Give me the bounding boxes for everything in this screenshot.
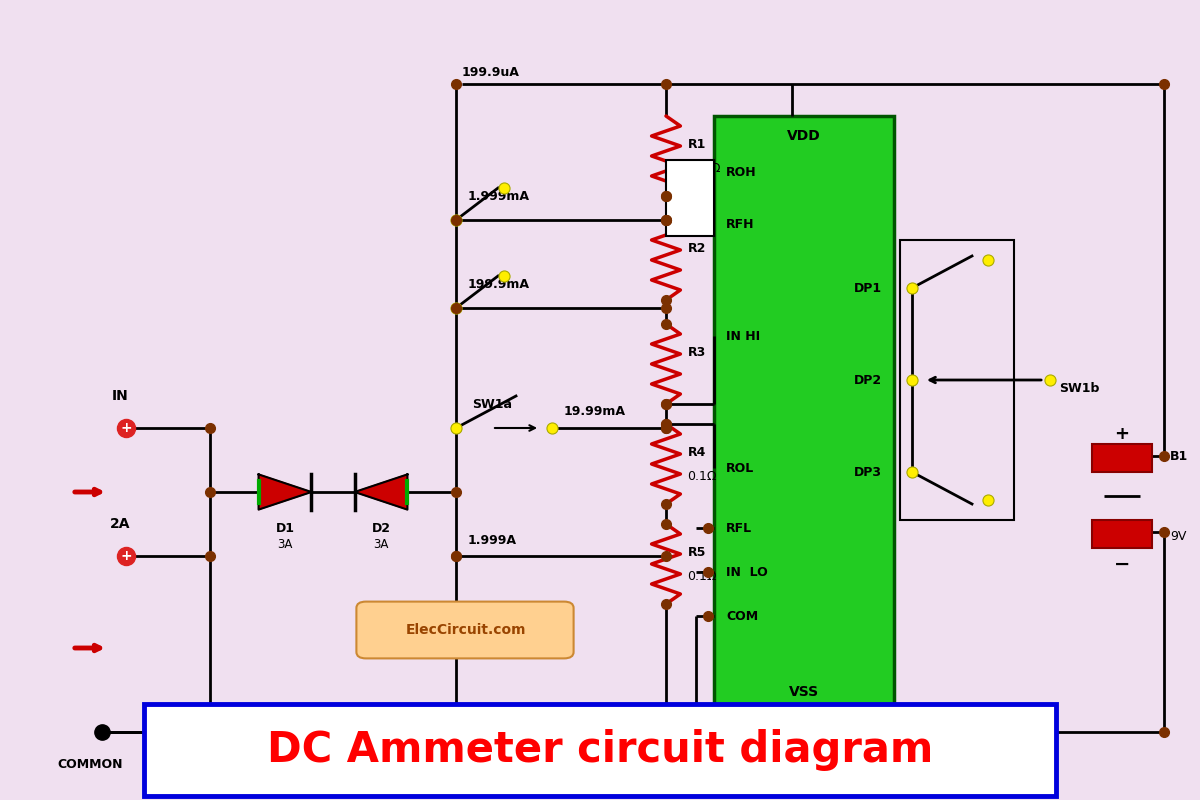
Bar — [1092, 520, 1152, 548]
Polygon shape — [354, 474, 408, 510]
Bar — [1092, 444, 1152, 472]
Text: RFL: RFL — [726, 522, 752, 534]
Text: D2: D2 — [372, 522, 390, 534]
Text: DP2: DP2 — [854, 374, 882, 386]
Text: F1: F1 — [192, 702, 210, 714]
Text: 0.1Ω: 0.1Ω — [688, 570, 718, 582]
Text: 9V: 9V — [1170, 530, 1187, 542]
Bar — [144, 704, 1056, 796]
Polygon shape — [259, 474, 311, 510]
Text: RFH: RFH — [726, 218, 755, 230]
Text: COM: COM — [726, 610, 758, 622]
Text: IN  LO: IN LO — [726, 566, 768, 578]
Text: DP3: DP3 — [854, 466, 882, 478]
Text: +: + — [120, 421, 132, 435]
Bar — [666, 160, 714, 236]
Text: +: + — [120, 549, 132, 563]
Text: VSS: VSS — [788, 685, 820, 699]
Text: SW1a: SW1a — [472, 398, 512, 410]
Text: DC Ammeter circuit diagram: DC Ammeter circuit diagram — [266, 730, 934, 771]
Text: IN: IN — [112, 389, 128, 403]
FancyBboxPatch shape — [356, 602, 574, 658]
Text: D1: D1 — [276, 522, 294, 534]
Text: 2A: 2A — [109, 517, 131, 531]
Text: ROH: ROH — [726, 166, 757, 178]
Text: R1: R1 — [688, 138, 706, 150]
Text: 199.9mA: 199.9mA — [468, 278, 530, 290]
Text: 0.1Ω: 0.1Ω — [688, 470, 718, 482]
Text: 3A: 3A — [373, 538, 389, 550]
Text: ROL: ROL — [726, 462, 755, 474]
Text: VDD: VDD — [787, 129, 821, 143]
Text: 3A: 3A — [277, 538, 293, 550]
Text: R4: R4 — [688, 446, 706, 458]
Text: 199.9uA: 199.9uA — [462, 66, 520, 78]
Text: B1: B1 — [1170, 450, 1188, 462]
Text: R2: R2 — [688, 242, 706, 254]
Text: 2A: 2A — [193, 715, 209, 725]
Bar — [900, 240, 1014, 520]
Text: 19.99mA: 19.99mA — [564, 406, 626, 418]
Text: 1.999mA: 1.999mA — [468, 190, 530, 202]
Text: COMMON: COMMON — [58, 758, 122, 770]
Text: DP1: DP1 — [854, 282, 882, 294]
Text: SW1b: SW1b — [1060, 382, 1100, 394]
Text: 1.999A: 1.999A — [468, 534, 517, 546]
Text: 900Ω: 900Ω — [688, 162, 721, 174]
Bar — [714, 116, 894, 708]
Text: IN HI: IN HI — [726, 330, 760, 342]
Text: −: − — [1114, 554, 1130, 574]
Text: R3: R3 — [688, 346, 706, 358]
Text: R5: R5 — [688, 546, 706, 558]
Text: ElecCircuit.com: ElecCircuit.com — [406, 622, 526, 637]
Text: +: + — [1115, 425, 1129, 442]
